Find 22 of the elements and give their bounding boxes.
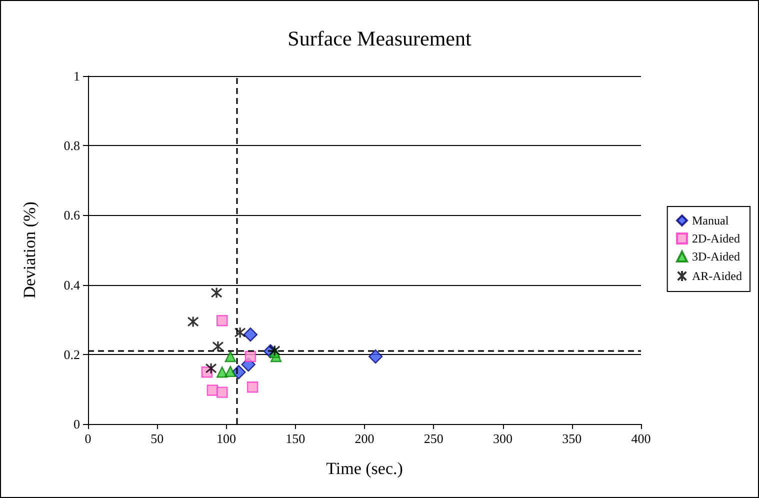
legend-label: AR-Aided — [692, 269, 742, 283]
y-tick-label: 0.8 — [64, 138, 80, 154]
legend-label: 2D-Aided — [692, 232, 740, 246]
legend-label: Manual — [692, 214, 730, 228]
legend-label: 3D-Aided — [692, 250, 740, 264]
x-tick-label: 0 — [84, 431, 92, 446]
x-tick-label: 50 — [150, 431, 164, 446]
x-tick-label: 200 — [354, 431, 374, 446]
x-tick-label: 400 — [631, 431, 651, 446]
x-tick-label: 100 — [216, 431, 236, 446]
x-tick-label: 150 — [286, 431, 306, 446]
x-tick-label: 300 — [493, 431, 512, 446]
x-tick-label: 250 — [424, 431, 444, 446]
y-tick-label: 0.2 — [64, 346, 80, 362]
y-tick-label: 0 — [74, 416, 80, 432]
y-tick-label: 0.6 — [64, 208, 80, 223]
x-tick-label: 350 — [562, 431, 582, 446]
chart-title: Surface Measurement — [288, 26, 472, 50]
y-axis-title: Deviation (%) — [20, 202, 39, 298]
y-tick-label: 0.4 — [64, 277, 80, 292]
x-axis-title: Time (sec.) — [326, 459, 403, 478]
y-tick-label: 1 — [74, 68, 80, 84]
